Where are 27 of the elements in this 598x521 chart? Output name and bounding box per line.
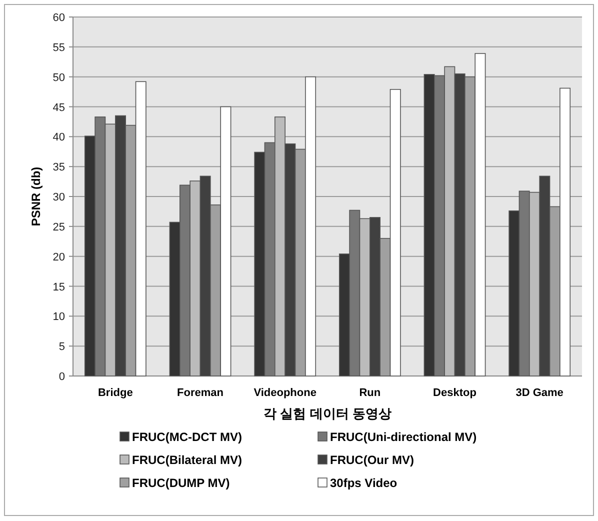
x-axis-title: 각 실험 데이터 동영상: [264, 406, 392, 421]
y-tick-label: 30: [52, 192, 65, 204]
legend-label: 30fps Video: [330, 476, 398, 490]
y-tick-label: 0: [58, 371, 65, 383]
x-tick-label: Run: [359, 387, 381, 399]
y-tick-label: 55: [52, 42, 65, 54]
legend-label: FRUC(Bilateral MV): [132, 453, 242, 467]
legend-label: FRUC(MC-DCT MV): [132, 430, 242, 444]
x-tick-label: Bridge: [98, 387, 133, 399]
y-tick-label: 10: [52, 311, 65, 324]
legend-label: FRUC(Uni-directional MV): [330, 430, 477, 444]
x-tick-label: 3D Game: [516, 387, 564, 399]
y-tick-label: 50: [52, 72, 65, 84]
y-tick-label: 20: [52, 251, 65, 264]
y-tick-label: 40: [52, 132, 65, 144]
legend-label: FRUC(DUMP MV): [132, 476, 230, 490]
legend-label: FRUC(Our MV): [330, 453, 414, 467]
y-axis-title: PSNR (db): [29, 166, 43, 226]
y-tick-label: 45: [52, 102, 65, 114]
y-tick-label: 25: [52, 221, 65, 234]
x-tick-label: Desktop: [433, 387, 477, 399]
y-tick-label: 5: [58, 341, 65, 354]
y-tick-label: 15: [52, 281, 65, 294]
y-tick-label: 60: [52, 12, 65, 24]
y-tick-label: 35: [52, 162, 65, 174]
x-tick-label: Foreman: [177, 387, 224, 399]
x-tick-label: Videophone: [254, 387, 316, 399]
